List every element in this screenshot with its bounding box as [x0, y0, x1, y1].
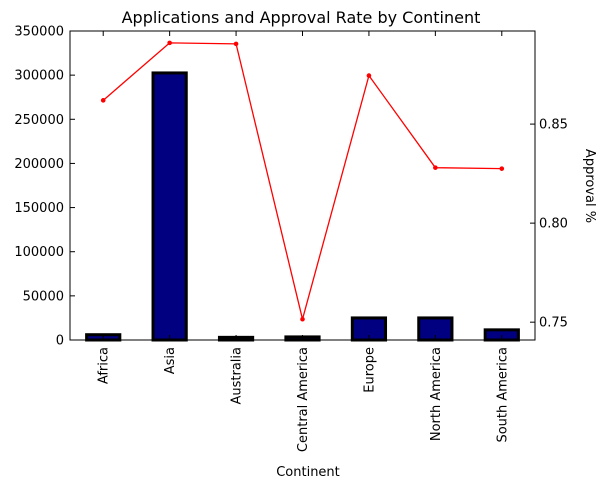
plot-frame: [69, 30, 536, 341]
x-tick-label: Asia: [163, 347, 178, 374]
x-tick-label: Central America: [296, 347, 311, 452]
right-y-tick-label: 0.80: [539, 217, 568, 232]
left-y-tick-label: 350000: [14, 25, 64, 40]
left-y-tick-label: 300000: [14, 69, 64, 84]
right-y-tick-label: 0.85: [539, 118, 568, 133]
right-axis-label: Approval %: [582, 149, 597, 223]
chart-title: Applications and Approval Rate by Contin…: [122, 8, 481, 27]
x-axis-label: Continent: [276, 465, 340, 480]
right-y-tick-label: 0.75: [539, 316, 568, 331]
left-y-tick-label: 200000: [14, 157, 64, 172]
left-y-tick-label: 100000: [14, 245, 64, 260]
approval-point-south-america: [499, 166, 505, 171]
x-tick-label: Europe: [362, 347, 377, 393]
approval-point-africa: [100, 98, 106, 103]
left-y-tick-label: 150000: [14, 201, 64, 216]
x-tick-label: Australia: [230, 347, 245, 405]
x-tick-label: Africa: [97, 347, 112, 384]
approval-point-north-america: [433, 165, 438, 170]
x-tick-label: South America: [495, 347, 510, 443]
left-y-tick-label: 50000: [23, 289, 64, 304]
x-tick-label: North America: [429, 347, 444, 441]
bar-asia: [151, 71, 188, 342]
approval-point-asia: [167, 40, 172, 46]
approval-point-central-america: [300, 316, 305, 322]
left-y-tick-label: 250000: [14, 113, 64, 128]
approval-point-australia: [233, 41, 239, 47]
left-y-tick-label: 0: [56, 334, 64, 349]
approval-point-europe: [366, 73, 372, 78]
